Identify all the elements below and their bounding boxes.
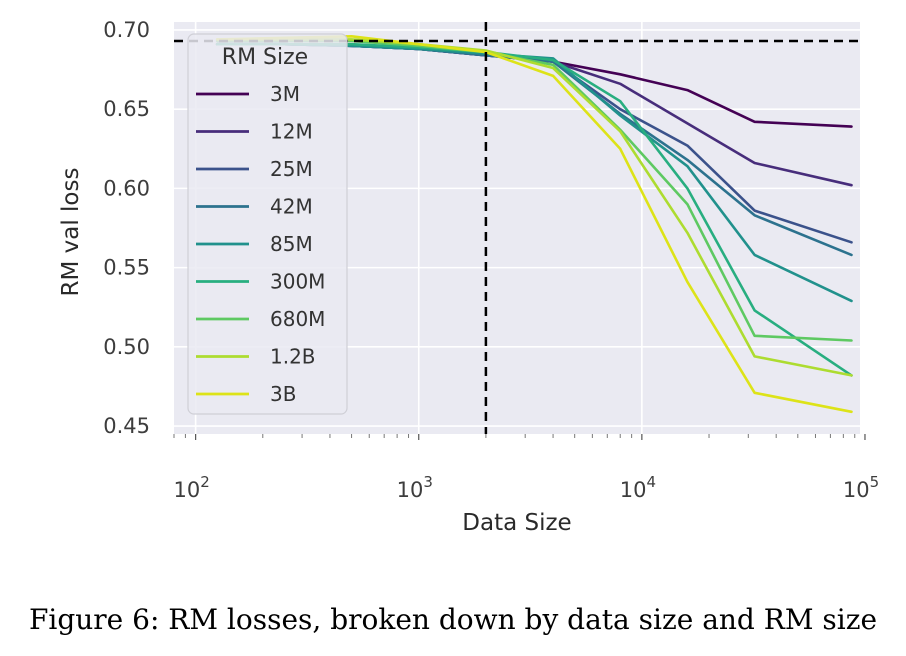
- legend-label: 300M: [270, 270, 325, 294]
- legend-label: 85M: [270, 232, 313, 256]
- legend-label: 680M: [270, 307, 325, 331]
- y-tick-label: 0.65: [103, 97, 150, 121]
- legend-label: 3M: [270, 82, 300, 106]
- x-tick-label: 105: [843, 473, 879, 502]
- legend: RM Size 3M 12M 25M 42M 85M 300M 680M 1.2B 3B: [187, 33, 348, 415]
- legend-label: 25M: [270, 157, 313, 181]
- rm-loss-chart: 0.45 0.50 0.55 0.60 0.65 0.70 102 103 104 105 RM …: [58, 18, 879, 536]
- y-tick-label: 0.45: [103, 414, 150, 438]
- legend-label: 1.2B: [270, 345, 316, 369]
- legend-label: 12M: [270, 120, 313, 144]
- x-tick-label: 104: [620, 473, 656, 502]
- figure-caption: Figure 6: RM losses, broken down by data…: [28, 603, 878, 636]
- y-tick-label: 0.60: [103, 176, 150, 200]
- y-axis-title: RM val loss: [58, 168, 84, 297]
- y-tick-label: 0.70: [103, 18, 150, 42]
- axis-ticks: 0.45 0.50 0.55 0.60 0.65 0.70 102 103 104 105: [103, 18, 879, 502]
- x-axis-title: Data Size: [462, 510, 571, 536]
- y-tick-label: 0.55: [103, 256, 150, 280]
- legend-label: 42M: [270, 195, 313, 219]
- legend-label: 3B: [270, 382, 296, 406]
- reference-lines: [174, 22, 860, 434]
- x-tick-label: 103: [397, 473, 433, 502]
- y-tick-label: 0.50: [103, 335, 150, 359]
- legend-title: RM Size: [222, 45, 308, 70]
- x-tick-label: 102: [173, 473, 209, 502]
